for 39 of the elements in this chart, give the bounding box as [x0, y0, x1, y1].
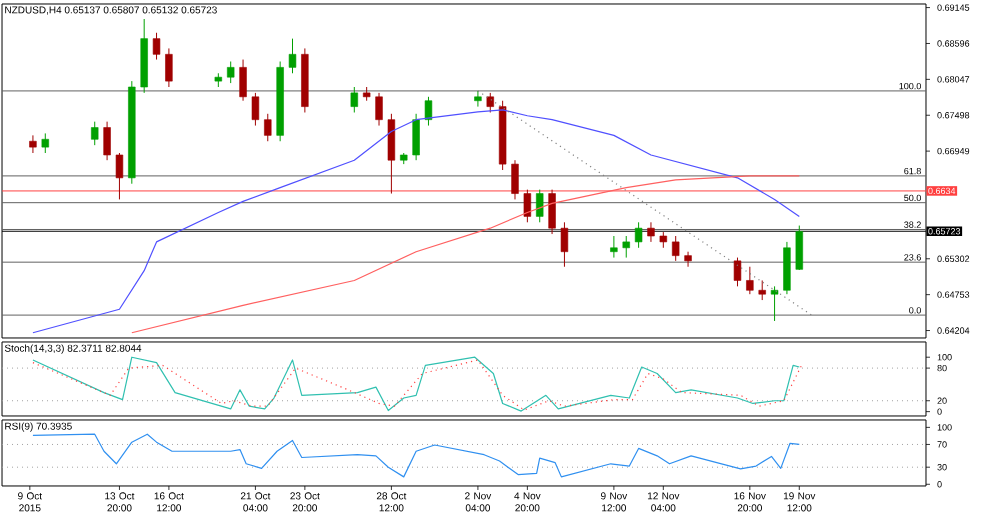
line-series: [32, 433, 800, 478]
candlestick: [152, 32, 161, 61]
candlestick: [671, 235, 680, 262]
candlestick: [375, 92, 383, 127]
candlestick: [424, 96, 433, 127]
candlestick: [264, 113, 272, 142]
candlestick: [536, 189, 544, 223]
candlestick: [684, 251, 692, 268]
candlestick: [103, 121, 111, 161]
candlestick: [783, 241, 791, 295]
candlestick: [622, 235, 630, 259]
candlestick: [486, 92, 494, 113]
candlestick: [634, 221, 643, 249]
candlestick: [412, 113, 420, 161]
candlestick: [239, 59, 247, 102]
candlestick: [29, 134, 37, 154]
candlestick: [758, 279, 766, 301]
candlestick: [387, 113, 396, 195]
candlestick: [41, 132, 49, 154]
candlestick: [795, 225, 803, 271]
candlestick: [523, 189, 532, 223]
candlestick: [115, 152, 124, 200]
candlestick: [511, 159, 519, 200]
candlestick: [251, 92, 260, 127]
candlestick: [91, 121, 99, 146]
candlestick: [227, 61, 235, 84]
candlestick: [733, 257, 742, 287]
line-series: [131, 175, 800, 334]
candlestick: [288, 38, 297, 74]
line-series: [32, 109, 800, 334]
candlestick: [350, 86, 358, 113]
candlestick: [474, 90, 482, 108]
candlestick: [610, 235, 618, 259]
candlestick: [560, 221, 569, 268]
candlestick: [647, 221, 655, 243]
candlestick: [165, 47, 173, 88]
candlestick: [770, 285, 779, 322]
candlestick: [746, 266, 754, 295]
candlestick: [548, 189, 556, 235]
